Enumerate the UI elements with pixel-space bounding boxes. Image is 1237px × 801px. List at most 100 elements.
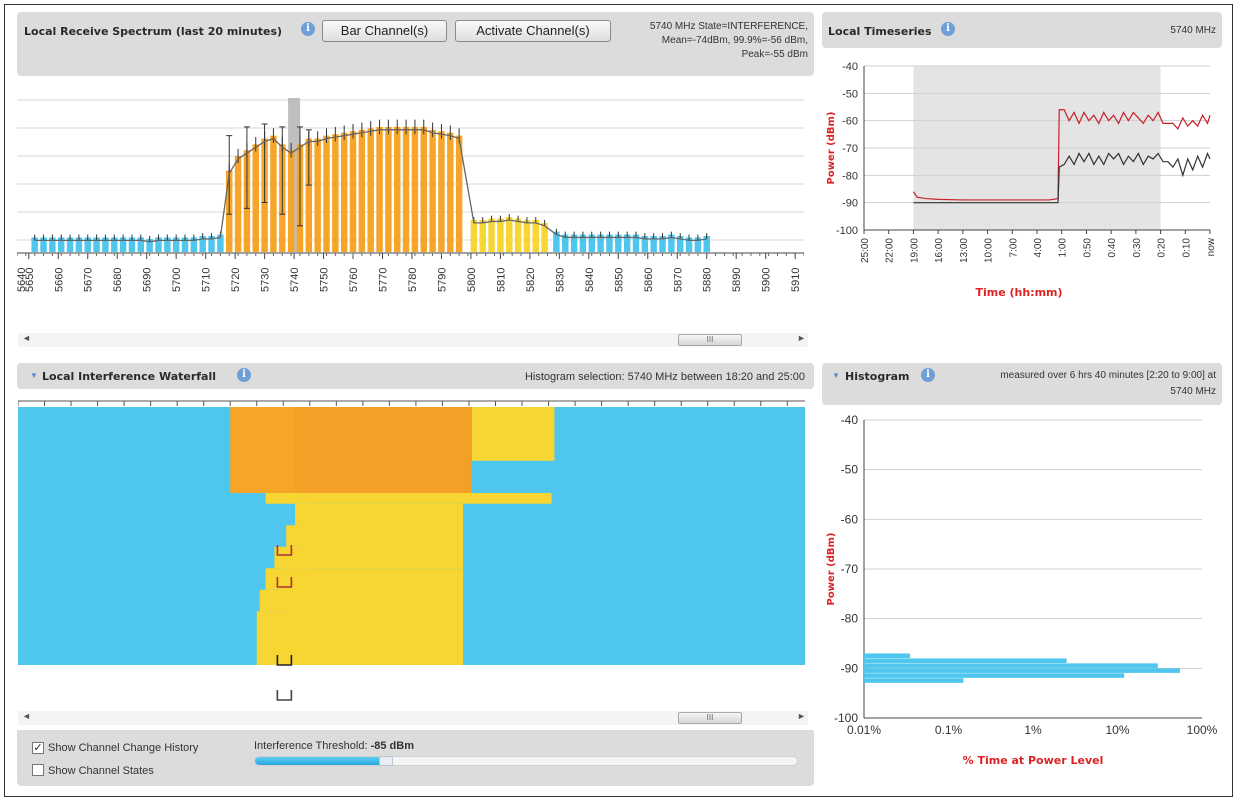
histogram-info-icon[interactable]: i <box>921 368 935 382</box>
spectrum-bar <box>455 135 463 252</box>
spectrum-bar <box>367 128 374 252</box>
timeseries-freq: 5740 MHz <box>1170 25 1216 36</box>
histogram-y-tick: -60 <box>841 512 859 526</box>
spectrum-tick-label: 5690 <box>142 268 154 292</box>
spectrum-tick-label: 5860 <box>643 268 655 292</box>
spectrum-bar <box>49 237 56 252</box>
activate-channels-button[interactable]: Activate Channel(s) <box>455 20 611 42</box>
spectrum-bar <box>570 234 578 252</box>
spectrum-bar <box>650 236 657 252</box>
histogram-bar <box>864 673 1125 678</box>
spectrum-bar <box>402 126 410 252</box>
spectrum-tick-label: 5850 <box>613 268 625 292</box>
waterfall-chart[interactable] <box>18 395 805 705</box>
histogram-x-tick-label: 0.01% <box>847 723 881 737</box>
spectrum-bar <box>190 237 198 252</box>
timeseries-header <box>822 12 1222 48</box>
spectrum-bar <box>429 129 436 252</box>
spectrum-bar <box>270 135 277 252</box>
histogram-x-tick-label: 100% <box>1187 723 1218 737</box>
spectrum-tick-label: 5700 <box>171 268 183 292</box>
threshold-label: Interference Threshold: -85 dBm <box>254 740 414 752</box>
waterfall-edge <box>274 546 310 569</box>
spectrum-bar <box>146 238 153 252</box>
spectrum-bar <box>128 237 136 252</box>
spectrum-bar <box>588 234 595 252</box>
spectrum-bar <box>420 126 427 252</box>
spectrum-tick-label-partial: 5640 <box>17 268 28 292</box>
show-states-checkbox[interactable] <box>32 764 44 776</box>
spectrum-bar <box>447 132 454 252</box>
histogram-bar <box>864 663 1158 668</box>
spectrum-tick-label: 5820 <box>525 268 537 292</box>
timeseries-x-tick-label: now <box>1206 237 1217 256</box>
histogram-collapse-icon[interactable]: ▼ <box>832 371 840 380</box>
spectrum-bar <box>523 220 531 252</box>
timeseries-title: Local Timeseries <box>828 25 932 38</box>
histogram-y-tick: -40 <box>841 413 859 427</box>
spectrum-bar <box>31 237 38 252</box>
spectrum-bar <box>102 237 109 252</box>
spectrum-bar <box>164 237 171 252</box>
spectrum-bar <box>438 131 445 252</box>
timeseries-x-tick-label: 25:00 <box>860 238 871 263</box>
timeseries-y-tick: -90 <box>842 198 858 210</box>
show-history-label: Show Channel Change History <box>48 742 199 754</box>
scroll-left-icon[interactable]: ◄ <box>22 333 31 343</box>
timeseries-x-tick-label: 0:30 <box>1132 238 1143 258</box>
waterfall-scrollbar[interactable]: ◄ III ► <box>18 711 808 725</box>
waterfall-scroll-thumb[interactable]: III <box>678 712 742 724</box>
spectrum-bar <box>332 134 339 252</box>
show-history-checkbox[interactable]: ✓ <box>32 742 44 754</box>
histogram-y-tick: -100 <box>834 711 858 725</box>
spectrum-bar <box>181 237 189 252</box>
timeseries-ylabel: Power (dBm) <box>826 112 837 185</box>
bar-channels-button[interactable]: Bar Channel(s) <box>322 20 447 42</box>
spectrum-info-icon[interactable]: i <box>301 22 315 36</box>
histogram-y-tick: -70 <box>841 562 859 576</box>
spectrum-tick-label: 5790 <box>436 268 448 292</box>
spectrum-bar <box>623 234 631 252</box>
spectrum-bar <box>641 236 649 252</box>
scroll-right-icon[interactable]: ► <box>797 333 806 343</box>
spectrum-bar <box>314 138 321 252</box>
spectrum-chart[interactable]: 5650 5660 5670 5680 5690 5700 5710 5720 5730 5740… <box>17 92 804 332</box>
timeseries-x-tick-label: 0:20 <box>1157 238 1168 258</box>
spectrum-bar <box>668 234 675 252</box>
spectrum-tick-label: 5890 <box>731 268 743 292</box>
waterfall-edge <box>295 503 310 526</box>
waterfall-info-icon[interactable]: i <box>237 368 251 382</box>
spectrum-tick-label: 5660 <box>53 268 65 292</box>
histogram-measured-line2: 5740 MHz <box>1170 386 1216 397</box>
spectrum-tick-label: 5840 <box>584 268 596 292</box>
spectrum-status-line1: 5740 MHz State=INTERFERENCE, <box>649 21 808 32</box>
spectrum-bar <box>40 237 47 252</box>
timeseries-y-tick: -70 <box>842 143 858 155</box>
timeseries-x-tick-label: 13:00 <box>959 238 970 263</box>
threshold-slider[interactable] <box>254 756 798 766</box>
waterfall-region <box>265 493 552 504</box>
waterfall-collapse-icon[interactable]: ▼ <box>30 371 38 380</box>
waterfall-scroll-grip: III <box>706 713 714 722</box>
waterfall-edge <box>286 525 310 547</box>
spectrum-bar <box>676 236 684 252</box>
spectrum-scrollbar[interactable]: ◄ III ► <box>18 333 808 347</box>
spectrum-bar <box>119 237 127 252</box>
waterfall-title: Local Interference Waterfall <box>42 370 217 383</box>
spectrum-bar <box>632 234 640 252</box>
spectrum-bar <box>234 156 242 252</box>
spectrum-bar <box>479 220 486 252</box>
wf-scroll-right-icon[interactable]: ► <box>797 711 806 721</box>
channel-change-marker <box>276 655 293 666</box>
wf-scroll-left-icon[interactable]: ◄ <box>22 711 31 721</box>
spectrum-scroll-thumb[interactable]: III <box>678 334 742 346</box>
timeseries-info-icon[interactable]: i <box>941 22 955 36</box>
timeseries-x-tick-label: 1:00 <box>1058 238 1069 258</box>
threshold-slider-handle[interactable] <box>378 756 393 766</box>
spectrum-bar <box>287 150 295 252</box>
spectrum-bar <box>93 237 100 252</box>
spectrum-tick-label: 5670 <box>83 268 95 292</box>
spectrum-bar <box>659 236 666 252</box>
